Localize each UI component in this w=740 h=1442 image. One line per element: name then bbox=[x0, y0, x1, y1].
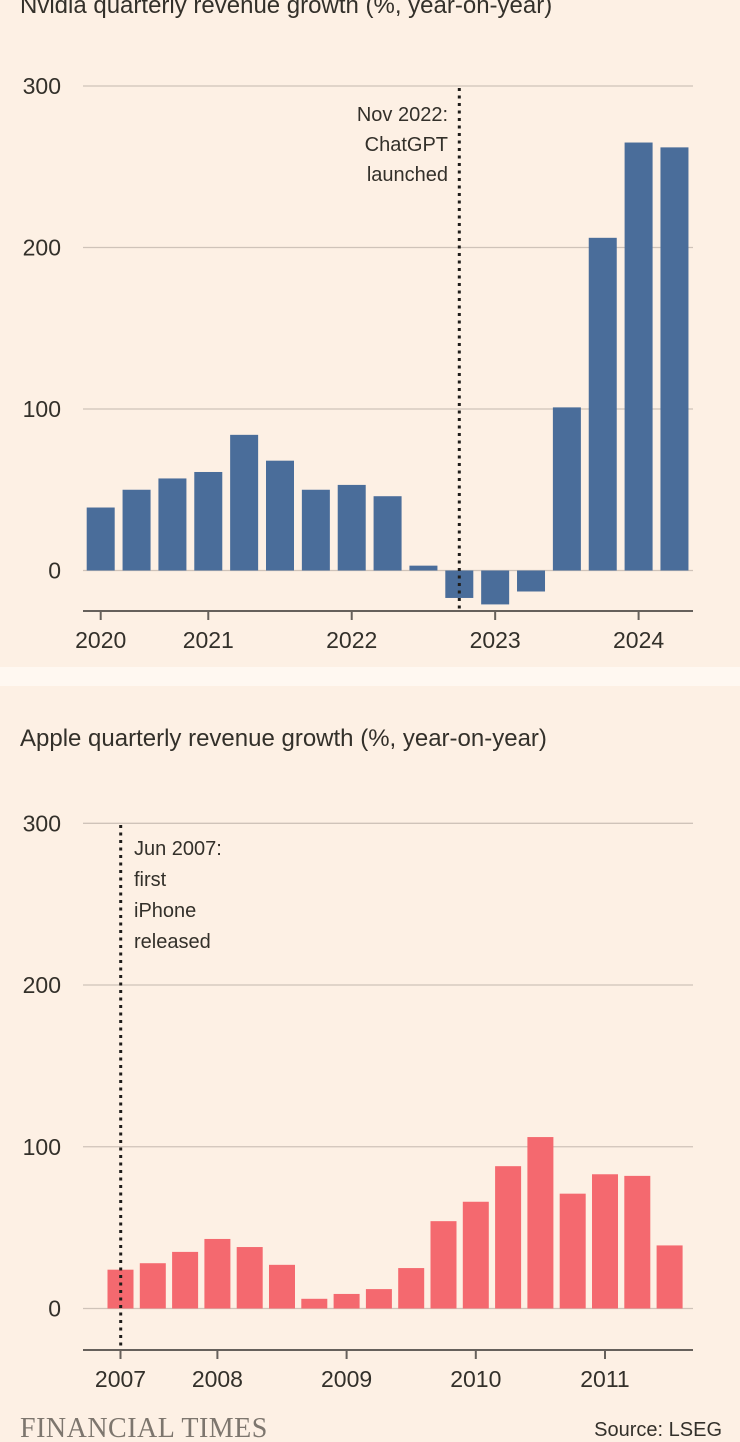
bar bbox=[301, 1298, 328, 1309]
nvidia-chart-title: Nvidia quarterly revenue growth (%, year… bbox=[20, 0, 552, 19]
x-axis-tick-label: 2023 bbox=[470, 627, 521, 653]
y-axis-tick-label: 200 bbox=[23, 972, 61, 998]
bar bbox=[660, 147, 689, 571]
annotation-text-line: Jun 2007: bbox=[134, 838, 222, 860]
bar bbox=[517, 570, 546, 592]
bar bbox=[172, 1251, 199, 1309]
x-axis-tick-label: 2007 bbox=[95, 1366, 146, 1392]
x-axis-tick-label: 2020 bbox=[75, 627, 126, 653]
y-axis-tick-label: 100 bbox=[23, 396, 61, 422]
source-credit: Source: LSEG bbox=[594, 1419, 722, 1441]
bar bbox=[552, 407, 581, 571]
bar bbox=[462, 1201, 489, 1309]
y-axis-tick-label: 200 bbox=[23, 235, 61, 261]
x-axis-tick-label: 2021 bbox=[183, 627, 234, 653]
bar bbox=[624, 1175, 651, 1309]
x-axis-tick-label: 2024 bbox=[613, 627, 664, 653]
financial-times-logo: FINANCIAL TIMES bbox=[20, 1413, 268, 1442]
bar bbox=[656, 1245, 683, 1309]
y-axis-tick-label: 300 bbox=[23, 810, 61, 836]
bar bbox=[204, 1238, 231, 1309]
bar bbox=[495, 1166, 522, 1309]
bar bbox=[194, 471, 223, 571]
bar bbox=[301, 489, 330, 571]
apple-chart-title: Apple quarterly revenue growth (%, year-… bbox=[20, 725, 547, 752]
annotation-text-line: first bbox=[134, 869, 167, 891]
annotation-text-line: Nov 2022: bbox=[357, 104, 448, 126]
bar bbox=[592, 1174, 618, 1309]
bar bbox=[398, 1268, 425, 1309]
bar bbox=[230, 434, 259, 571]
y-axis-tick-label: 0 bbox=[48, 1296, 61, 1322]
bar bbox=[158, 478, 187, 571]
nvidia-chart: 0 100 200 300 2020 2021 2022 2023 2024 Nov 2022: C… bbox=[23, 73, 693, 653]
apple-chart: 0 100 200 300 2007 2008 2009 2010 2011 Jun 2007: f… bbox=[23, 810, 693, 1392]
bar bbox=[588, 237, 617, 571]
annotation-text-line: released bbox=[134, 931, 211, 953]
bar bbox=[365, 1289, 392, 1309]
annotation-text-line: ChatGPT bbox=[365, 134, 448, 156]
y-axis-tick-label: 300 bbox=[23, 73, 61, 99]
bar bbox=[122, 489, 151, 571]
bar bbox=[86, 507, 115, 571]
bar bbox=[409, 565, 438, 571]
x-axis-tick-label: 2009 bbox=[321, 1366, 372, 1392]
bar bbox=[139, 1263, 166, 1309]
x-axis-tick-label: 2022 bbox=[326, 627, 377, 653]
bar bbox=[266, 460, 294, 571]
section-separator bbox=[0, 667, 740, 686]
bar bbox=[527, 1137, 554, 1309]
bar bbox=[559, 1193, 586, 1309]
x-axis-tick-label: 2008 bbox=[192, 1366, 243, 1392]
bar bbox=[337, 484, 366, 571]
annotation-text-line: launched bbox=[367, 164, 448, 186]
x-axis-tick-label: 2011 bbox=[580, 1366, 629, 1392]
bar bbox=[481, 570, 510, 605]
bar bbox=[624, 142, 653, 571]
x-axis-tick-label: 2010 bbox=[450, 1366, 501, 1392]
bar bbox=[430, 1221, 457, 1309]
bar bbox=[373, 496, 402, 571]
bar bbox=[269, 1264, 295, 1309]
annotation-text-line: iPhone bbox=[134, 900, 196, 922]
y-axis-tick-label: 0 bbox=[48, 558, 61, 584]
bar bbox=[236, 1247, 263, 1309]
y-axis-tick-label: 100 bbox=[23, 1134, 61, 1160]
bar bbox=[333, 1293, 360, 1309]
